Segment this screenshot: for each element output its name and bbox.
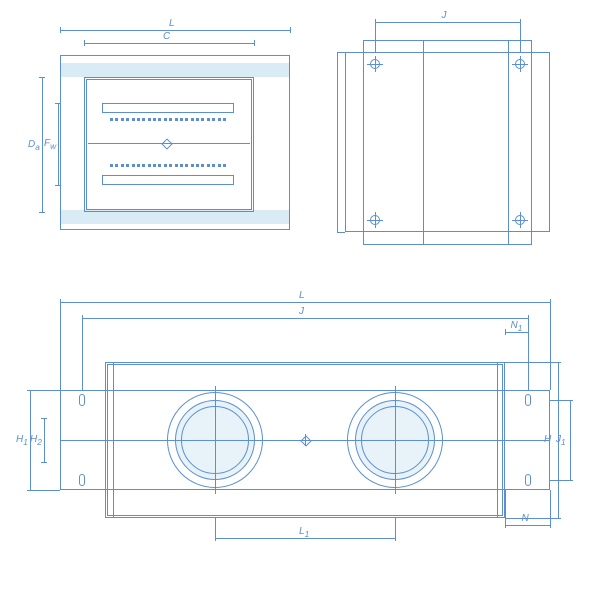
dim-Fw: Fw xyxy=(44,138,56,151)
dim-H: H xyxy=(544,434,551,445)
dim-J: J xyxy=(299,306,304,317)
track-1 xyxy=(110,163,226,167)
dim-J1: J1 xyxy=(556,434,566,447)
view-top: J xyxy=(345,40,550,245)
shade-top xyxy=(61,63,289,77)
slot-0 xyxy=(102,103,234,113)
body-box xyxy=(363,40,532,245)
flange-hole-1 xyxy=(525,394,531,406)
flange-hole-2 xyxy=(79,474,85,486)
drawing-canvas: LCDaFwJLJN1L1NHJ1H1H2 xyxy=(0,0,600,600)
track-0 xyxy=(110,117,226,121)
dim-Da: Da xyxy=(28,139,40,152)
dim-C: C xyxy=(163,31,170,42)
view-side: LCDaFw xyxy=(60,55,290,230)
flange-hole-0 xyxy=(79,394,85,406)
dim-N1: N1 xyxy=(511,320,523,333)
dim-H2: H2 xyxy=(30,434,42,447)
dim-L1: L1 xyxy=(299,526,309,539)
dim-H1: H1 xyxy=(16,434,28,447)
shade-bot xyxy=(61,210,289,224)
dim-L: L xyxy=(299,290,305,301)
slot-1 xyxy=(102,175,234,185)
dim-L: L xyxy=(169,18,175,29)
view-front: LJN1L1NHJ1H1H2 xyxy=(60,340,550,540)
flange-hole-3 xyxy=(525,474,531,486)
dim-J: J xyxy=(442,10,447,21)
